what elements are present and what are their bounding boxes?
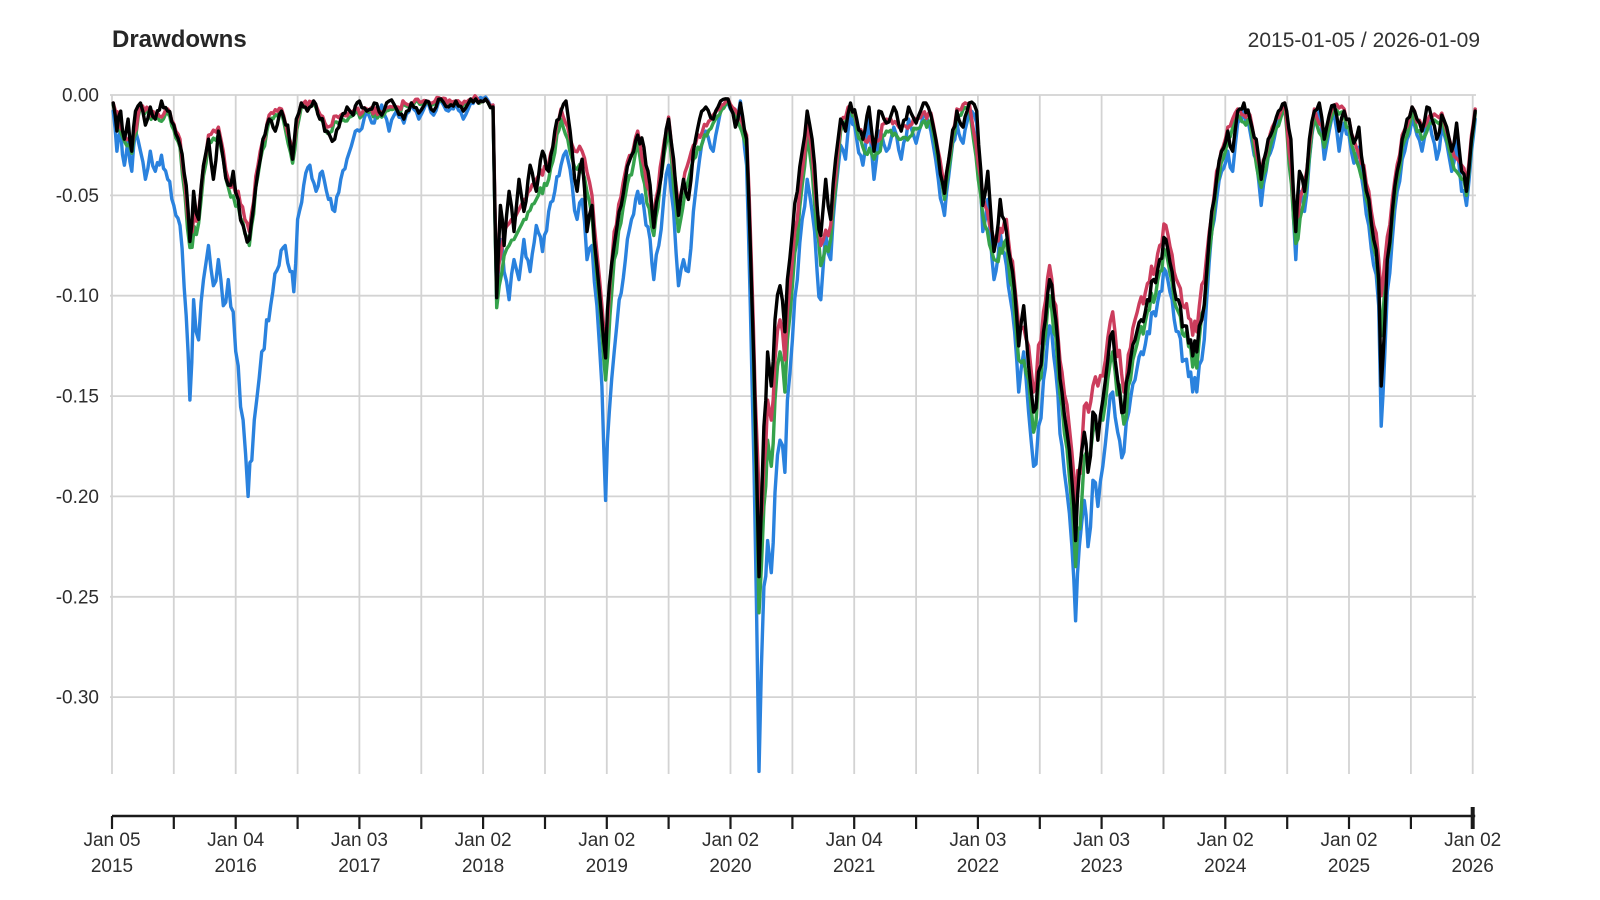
x-tick-label-year: 2017 bbox=[338, 856, 380, 877]
x-axis-labels: Jan 05 2015 Jan 04 2016 Jan 03 2017 Jan 02 2018… bbox=[83, 830, 1501, 877]
x-tick-label-date: Jan 05 bbox=[83, 830, 140, 851]
y-axis-labels: 0.00 -0.05 -0.10 -0.15 -0.20 -0.25 -0.30 bbox=[56, 86, 99, 709]
y-tick-label: -0.15 bbox=[56, 387, 99, 408]
x-tick-label-date: Jan 04 bbox=[826, 830, 883, 851]
x-tick-label-date: Jan 03 bbox=[331, 830, 388, 851]
x-tick-label-date: Jan 02 bbox=[702, 830, 759, 851]
x-tick-label-date: Jan 04 bbox=[207, 830, 264, 851]
x-tick-label-date: Jan 03 bbox=[1073, 830, 1130, 851]
y-tick-label: -0.20 bbox=[56, 487, 99, 508]
y-tick-label: -0.30 bbox=[56, 688, 99, 709]
x-tick-label-year: 2020 bbox=[709, 856, 751, 877]
x-tick-label-year: 2025 bbox=[1328, 856, 1370, 877]
x-tick-label-date: Jan 03 bbox=[949, 830, 1006, 851]
gridlines bbox=[110, 94, 1476, 774]
y-tick-label: 0.00 bbox=[62, 86, 99, 107]
x-tick-label-date: Jan 02 bbox=[578, 830, 635, 851]
x-tick-label-year: 2015 bbox=[91, 856, 133, 877]
x-tick-label-year: 2021 bbox=[833, 856, 875, 877]
series-black-line bbox=[111, 97, 1477, 579]
x-tick-label-year: 2018 bbox=[462, 856, 504, 877]
x-tick-label-year: 2022 bbox=[957, 856, 999, 877]
x-axis bbox=[110, 807, 1476, 829]
date-range-label: 2015-01-05 / 2026-01-09 bbox=[1247, 29, 1480, 52]
x-tick-label-date: Jan 02 bbox=[1197, 830, 1254, 851]
x-tick-label-year: 2026 bbox=[1452, 856, 1494, 877]
page-title: Drawdowns bbox=[112, 26, 247, 53]
y-tick-label: -0.05 bbox=[56, 186, 99, 207]
x-tick-label-date: Jan 02 bbox=[1444, 830, 1501, 851]
y-tick-label: -0.25 bbox=[56, 587, 99, 608]
series-green-line bbox=[111, 95, 1477, 615]
y-tick-label: -0.10 bbox=[56, 286, 99, 307]
x-tick-label-year: 2024 bbox=[1204, 856, 1247, 877]
x-tick-label-year: 2016 bbox=[215, 856, 257, 877]
x-tick-label-date: Jan 02 bbox=[455, 830, 512, 851]
x-tick-label-date: Jan 02 bbox=[1320, 830, 1377, 851]
x-tick-label-year: 2023 bbox=[1080, 856, 1122, 877]
x-tick-label-year: 2019 bbox=[586, 856, 628, 877]
